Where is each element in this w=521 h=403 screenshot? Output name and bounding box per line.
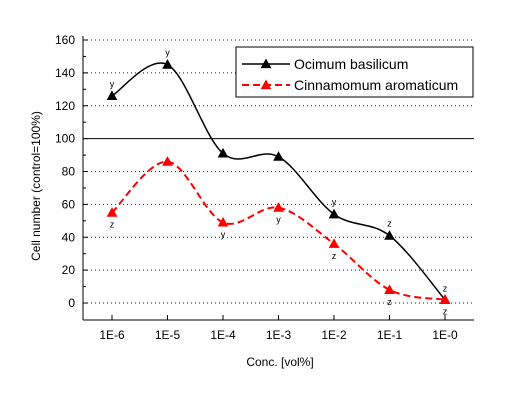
y-tick-label: 120 [55, 99, 75, 113]
legend-label: Cinnamomum aromaticum [294, 77, 458, 93]
series-line-ocimum [111, 62, 446, 301]
y-tick-label: 60 [62, 197, 76, 211]
x-tick-label: 1E-5 [155, 328, 181, 342]
annotation-ocimum: y [165, 48, 170, 58]
y-axis-ticks: 0 20 40 60 80 100 120 140 160 [55, 33, 88, 310]
annotation-ocimum: z [443, 284, 448, 294]
data-point-cinnamomum [162, 156, 173, 166]
annotation-cinnamomum: z [110, 220, 115, 230]
x-tick-label: 1E-4 [210, 328, 236, 342]
data-point-cinnamomum [328, 238, 340, 248]
legend-marker [260, 79, 272, 90]
annotation-cinnamomum: y [276, 215, 281, 225]
y-tick-label: 20 [62, 263, 76, 277]
data-point-ocimum [328, 208, 340, 219]
y-tick-label: 160 [55, 33, 75, 47]
legend-label: Ocimum basilicum [294, 56, 408, 72]
annotation-ocimum: z [387, 219, 392, 229]
x-tick-label: 1E-6 [99, 328, 125, 342]
annotation-cinnamomum: z [387, 297, 392, 307]
data-point-ocimum [273, 151, 284, 161]
data-point-ocimum [384, 230, 395, 240]
data-point-cinnamomum [217, 216, 229, 227]
series-line-cinnamomum [111, 160, 446, 301]
data-point-cinnamomum [273, 202, 284, 212]
annotation-cinnamomum: z [443, 307, 448, 317]
y-tick-label: 140 [55, 66, 75, 80]
legend-box [235, 46, 474, 98]
annotation-cinnamomum: y [221, 229, 226, 239]
data-point-cinnamomum [384, 284, 395, 294]
x-axis-label: Conc. [vol%] [246, 355, 313, 369]
x-tick-label: 1E-2 [321, 328, 347, 342]
data-point-cinnamomum [439, 294, 451, 304]
legend: Ocimum basilicum Cinnamomum aromaticum [235, 46, 474, 98]
y-tick-label: 100 [55, 132, 75, 146]
data-point-cinnamomum [106, 207, 118, 217]
y-axis-label: Cell number (control=100%) [29, 111, 43, 261]
x-tick-label: 1E-0 [432, 328, 458, 342]
data-point-ocimum [217, 147, 229, 158]
data-point-ocimum [106, 90, 118, 100]
x-axis-ticks: 1E-6 1E-5 1E-4 1E-3 1E-2 1E-1 1E-0 [99, 315, 458, 342]
annotation-ocimum: y [332, 197, 337, 207]
data-point-ocimum [162, 59, 173, 69]
x-tick-label: 1E-1 [377, 328, 403, 342]
annotation-cinnamomum: z [332, 251, 337, 261]
y-tick-label: 0 [68, 296, 75, 310]
annotation-ocimum: y [110, 79, 115, 89]
series-layer [106, 59, 451, 304]
y-tick-label: 80 [62, 165, 76, 179]
point-annotations: y y y z z z y y z z z [110, 48, 448, 317]
x-tick-label: 1E-3 [266, 328, 292, 342]
legend-marker [260, 58, 272, 69]
y-tick-label: 40 [62, 230, 76, 244]
